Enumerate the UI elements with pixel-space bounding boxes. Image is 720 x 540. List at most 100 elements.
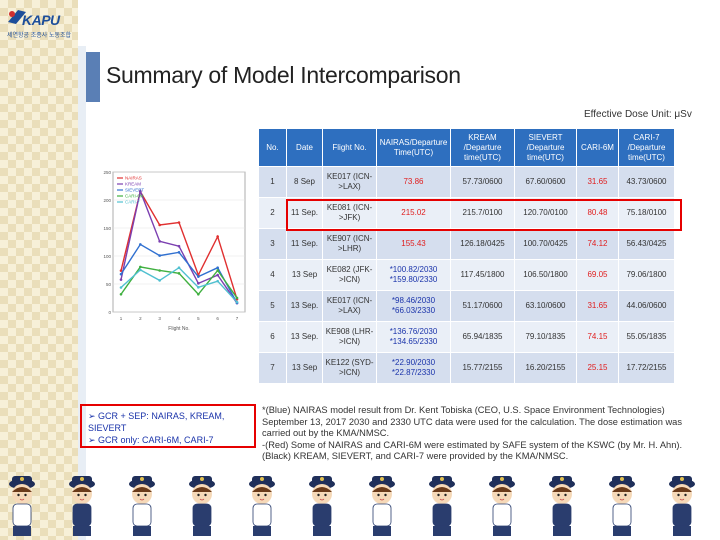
chart-y-tick-label: 200	[103, 198, 111, 203]
cell-nairas: 73.86	[376, 166, 451, 198]
legend-text-gcr-sep: GCR + SEP: NAIRAS, KREAM, SIEVERT	[88, 411, 225, 433]
chart-point	[158, 223, 161, 227]
cell-cari7: 56.43/0425	[618, 228, 675, 260]
chart-legend-label: CARI-7	[125, 200, 140, 205]
cell-no: 3	[258, 228, 287, 260]
chart-x-tick-label: 2	[139, 316, 142, 321]
pilot-mascot-male	[189, 476, 215, 536]
cell-date: 11 Sep.	[286, 228, 323, 260]
chart-x-tick-label: 3	[158, 316, 161, 321]
chart-legend-label: CARI-6M	[125, 194, 144, 199]
cell-kream: 126.18/0425	[450, 228, 515, 260]
decorative-pattern-band	[0, 0, 78, 540]
column-header-3: NAIRAS/Departure Time(UTC)	[376, 128, 451, 167]
cell-cari6m: 31.65	[576, 166, 619, 198]
cell-cari6m: 74.12	[576, 228, 619, 260]
chart-point	[235, 300, 239, 304]
chart-y-tick-label: 150	[103, 226, 111, 231]
column-header-0: No.	[258, 128, 287, 167]
chart-point	[158, 279, 161, 282]
table-row: 6 13 Sep. KE908 (LHR->ICN) *136.76/2030 *13…	[258, 321, 675, 353]
cell-nairas: *136.76/2030 *134.65/2330	[376, 321, 451, 353]
pilot-mascot-female	[369, 476, 395, 536]
mascot-strip	[9, 476, 695, 536]
chart-point	[216, 279, 219, 283]
pilot-mascot-male	[309, 476, 335, 536]
chart-y-tick-label: 250	[103, 170, 111, 175]
cell-sievert: 79.10/1835	[514, 321, 577, 353]
cell-kream: 51.17/0600	[450, 290, 515, 322]
chart-point	[197, 282, 200, 285]
column-header-5: SIEVERT /Departure time(UTC)	[514, 128, 577, 167]
chart-xlabel: Flight No.	[168, 326, 189, 332]
table-row: 7 13 Sep KE122 (SYD->ICN) *22.90/2030 *22.8…	[258, 352, 675, 384]
kapu-logo: KAPU 세연항공 조종사 노동조합	[4, 8, 78, 40]
chart-legend-label: SIEVERT	[125, 188, 144, 193]
pilot-mascot-male	[69, 476, 95, 536]
legend-line-gcr-only: ➢ GCR only: CARI-6M, CARI-7	[88, 435, 214, 445]
chart-x-tick-label: 6	[216, 316, 219, 321]
chart-y-tick-label: 0	[108, 310, 111, 315]
cell-no: 2	[258, 197, 287, 229]
cell-nairas: *98.46/2030 *66.03/2330	[376, 290, 451, 322]
cell-flight: KE082 (JFK->ICN)	[322, 259, 377, 291]
cell-no: 1	[258, 166, 287, 198]
pilot-mascot-male	[549, 476, 575, 536]
cell-no: 4	[258, 259, 287, 291]
logo-name: KAPU	[22, 12, 60, 28]
slide-title: Summary of Model Intercomparison	[106, 62, 461, 88]
chart-legend-label: NAIRAS	[125, 176, 142, 181]
cell-date: 13 Sep.	[286, 321, 323, 353]
note-red: -(Red) Some of NAIRAS and CARI-6M were e…	[262, 439, 683, 450]
legend-line-gcr-sep: ➢ GCR + SEP: NAIRAS, KREAM, SIEVERT	[88, 411, 225, 433]
column-header-4: KREAM /Departure time(UTC)	[450, 128, 515, 167]
chart-point	[177, 266, 181, 270]
pilot-mascot-male	[429, 476, 455, 536]
cell-kream: 57.73/0600	[450, 166, 515, 198]
pilot-mascot-female	[9, 476, 35, 536]
cell-flight: KE908 (LHR->ICN)	[322, 321, 377, 353]
cell-flight: KE122 (SYD->ICN)	[322, 352, 377, 384]
column-header-6: CARI-6M	[576, 128, 619, 167]
side-band	[78, 46, 86, 540]
cell-nairas: *22.90/2030 *22.87/2330	[376, 352, 451, 384]
cell-no: 5	[258, 290, 287, 322]
cell-sievert: 106.50/1800	[514, 259, 577, 291]
column-header-1: Date	[286, 128, 323, 167]
chart-y-tick-label: 50	[106, 282, 112, 287]
chart-point	[197, 292, 200, 296]
cell-cari7: 75.18/0100	[618, 197, 675, 229]
chart-legend-label: KREAM	[125, 182, 141, 187]
cell-date: 13 Sep.	[286, 290, 323, 322]
cell-sievert: 100.70/0425	[514, 228, 577, 260]
chart-point	[158, 254, 161, 257]
chart-x-tick-label: 7	[236, 316, 239, 321]
chart-point	[139, 265, 142, 269]
dose-line-chart: 0 50 100 150 200 250 NAIRASKREAMSIEVERTCARI-6…	[91, 162, 253, 342]
chart-point	[119, 278, 123, 281]
table-header-row: No. Date Flight No. NAIRAS/Departure Time(U…	[258, 128, 675, 167]
cell-kream: 65.94/1835	[450, 321, 515, 353]
note-black: (Black) KREAM, SIEVERT, and CARI-7 were …	[262, 451, 569, 462]
cell-flight: KE017 (ICN->LAX)	[322, 166, 377, 198]
chart-x-tick-label: 4	[178, 316, 181, 321]
cell-sievert: 16.20/2155	[514, 352, 577, 384]
cell-cari7: 79.06/1800	[618, 259, 675, 291]
pilot-mascot-female	[129, 476, 155, 536]
chart-point	[235, 296, 239, 300]
notes-block: *(Blue) NAIRAS model result from Dr. Ken…	[262, 405, 710, 463]
chart-point	[158, 240, 161, 243]
pilot-mascot-female	[609, 476, 635, 536]
table-row: 3 11 Sep. KE907 (ICN->LHR) 155.43 126.18/042…	[258, 228, 675, 260]
cell-nairas: 155.43	[376, 228, 451, 260]
column-header-2: Flight No.	[322, 128, 377, 167]
chart-point	[216, 266, 219, 270]
chart-point	[216, 269, 219, 272]
chart-point	[119, 286, 123, 289]
title-accent	[86, 52, 100, 102]
legend-text-gcr-only: GCR only: CARI-6M, CARI-7	[98, 435, 214, 445]
row-2-highlight-box	[286, 199, 682, 231]
cell-cari7: 43.73/0600	[618, 166, 675, 198]
